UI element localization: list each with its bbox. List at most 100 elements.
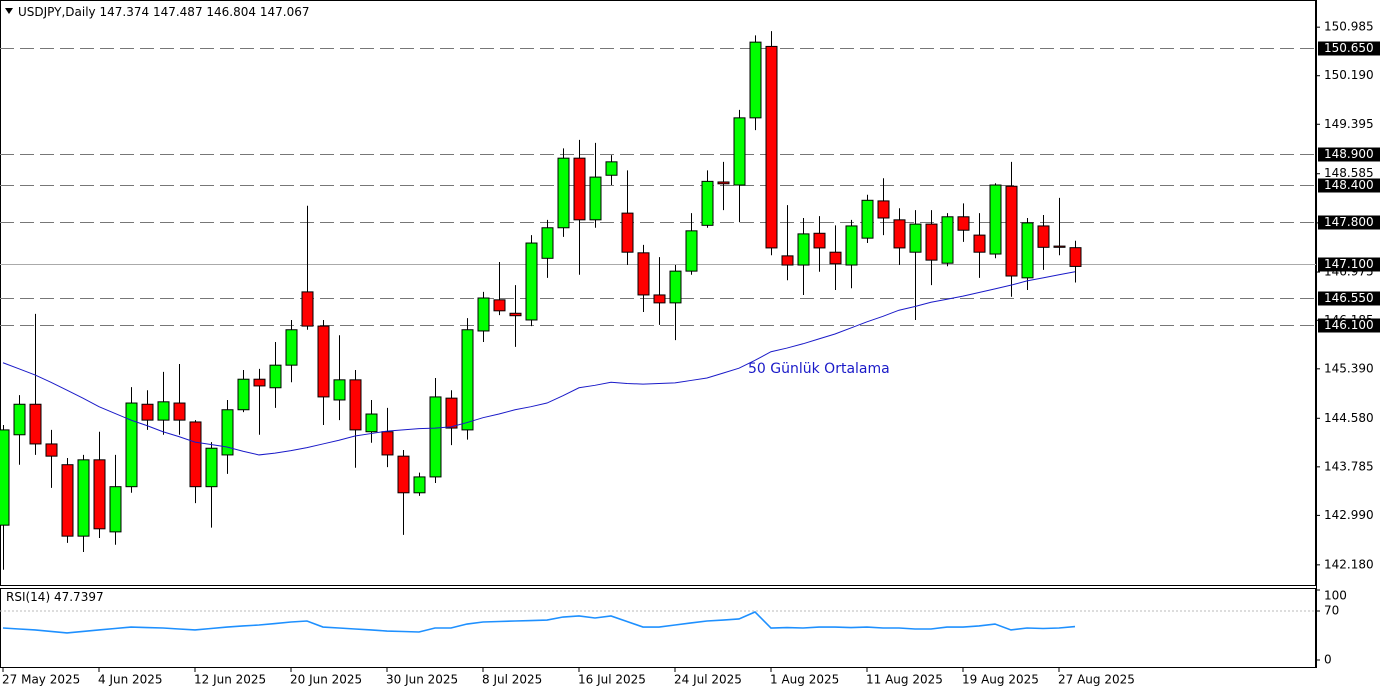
y-tick-label: 144.580 [1324,411,1374,425]
candle-body [1021,222,1034,279]
candle-body [845,225,858,266]
level-label: 147.800 [1324,215,1374,229]
candle-body [173,402,186,421]
rsi-title: RSI(14) [6,590,50,604]
y-tick-label: 100 [1324,589,1347,603]
candle-body [269,364,282,389]
candle-body [397,455,410,494]
candle-body [253,378,266,387]
candle-body [349,379,362,431]
candle-body [589,176,602,221]
level-label-box [1318,257,1380,272]
candle-body [93,459,106,530]
x-tick-label: 27 May 2025 [2,673,80,687]
candle-body [157,401,170,421]
candle-body [829,251,842,265]
candle-body [813,232,826,249]
x-tick-label: 30 Jun 2025 [386,673,458,687]
candle-body [941,216,954,264]
candle-body [365,413,378,433]
rsi-line [2,611,1076,634]
candle-body [893,219,906,249]
level-label-box [1318,178,1380,193]
candle-body [109,486,122,533]
candle-body [77,459,90,537]
candle-body [573,157,586,221]
candle-body [701,180,714,226]
candle-body [509,312,522,317]
candle-body [493,299,506,312]
y-tick-label: 142.990 [1324,508,1374,522]
candle-body [1069,247,1082,267]
candle-body [669,270,682,304]
candle-body [877,200,890,219]
candle-body [957,216,970,231]
x-tick-label: 20 Jun 2025 [290,673,362,687]
candle-body [525,242,538,321]
y-tick-label: 142.180 [1324,557,1374,571]
x-tick-label: 1 Aug 2025 [770,673,839,687]
y-tick-label: 149.395 [1324,117,1374,131]
low: 146.804 [206,5,256,19]
candle-body [333,379,346,401]
candle-body [429,396,442,478]
candle-body [765,45,778,249]
candle-body [637,252,650,296]
candle-body [909,223,922,253]
x-tick-label: 12 Jun 2025 [194,673,266,687]
candle-body [317,325,330,398]
moving-average [2,271,1076,456]
candle-body [605,161,618,176]
candle-body [1005,185,1018,277]
candle-body [13,403,26,436]
candle-body [749,41,762,119]
y-tick-label: 148.585 [1324,166,1374,180]
y-tick-label: 145.390 [1324,361,1374,375]
candle-body [413,476,426,494]
y-tick-label: 143.785 [1324,459,1374,473]
y-tick-label: 70 [1324,604,1339,618]
candle-body [621,212,634,253]
candle-body [925,223,938,261]
x-tick-label: 16 Jul 2025 [578,673,646,687]
candle-body [1053,245,1066,248]
candle-body [205,447,218,488]
candle-body [733,117,746,186]
candle-body [221,409,234,456]
high: 147.487 [153,5,203,19]
level-label: 148.400 [1324,178,1374,192]
candle-body [781,255,794,266]
candle-body [541,227,554,259]
open: 147.374 [100,5,150,19]
x-tick-label: 19 Aug 2025 [962,673,1039,687]
candle-body [653,294,666,304]
candle-body [285,329,298,366]
y-tick-label: 150.985 [1324,20,1374,34]
candle-body [973,234,986,253]
level-label: 146.550 [1324,291,1374,305]
y-tick-label: 150.190 [1324,68,1374,82]
candle-body [685,230,698,272]
x-tick-label: 8 Jul 2025 [482,673,542,687]
candle-body [45,443,58,457]
candle-body [0,429,10,526]
main-pane-border [0,0,1316,586]
level-label-box [1318,147,1380,162]
candle-body [29,403,42,445]
level-label: 148.900 [1324,147,1374,161]
candle-body [861,199,874,239]
level-label-box [1318,318,1380,333]
level-label: 150.650 [1324,41,1374,55]
level-label-box [1318,215,1380,230]
candle-body [381,431,394,456]
x-tick-label: 24 Jul 2025 [674,673,742,687]
candle-body [301,291,314,327]
candle-body [61,464,74,537]
close: 147.067 [260,5,310,19]
collapse-icon [5,8,13,14]
level-label-box [1318,291,1380,306]
rsi-pane-border [0,588,1316,668]
header: USDJPY,Daily 147.374 147.487 146.804 147… [18,5,309,19]
candle-body [461,329,474,431]
candle-body [189,421,202,488]
